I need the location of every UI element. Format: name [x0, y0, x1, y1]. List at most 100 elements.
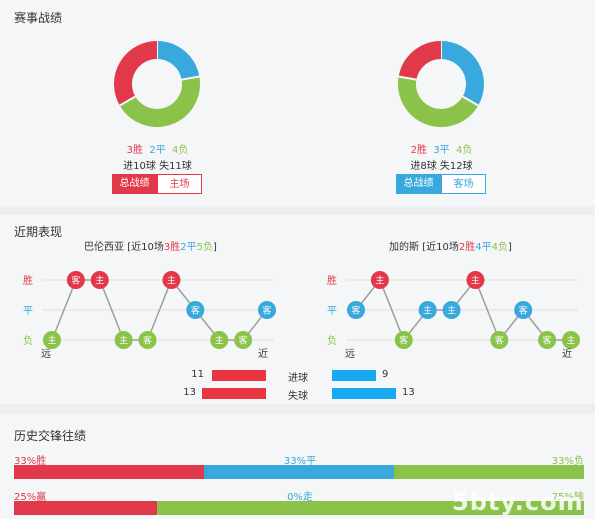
away-recent-losses: 4负: [491, 242, 508, 253]
away-team-name: 加的斯: [389, 242, 419, 253]
home-recent-draws: 2平: [180, 242, 197, 253]
home-form-point: [258, 301, 276, 319]
away-donut-separator: [398, 75, 417, 81]
home-form-venue-label: 主: [167, 275, 176, 287]
away-donut-separator: [462, 95, 479, 107]
away-record-donut: [398, 41, 484, 127]
away-tab-venue[interactable]: 客场: [441, 174, 486, 194]
away-form-venue-label: 客: [543, 335, 552, 347]
home-recent-wins: 3胜: [163, 242, 181, 253]
away-form-point: [347, 301, 365, 319]
h2h-handicap-segment-win: [14, 501, 157, 515]
head-to-head-panel: 历史交锋往绩 33%胜 33%平 33%负 25%赢 0%走 75%输 5bty…: [0, 414, 595, 519]
away-form-point: [442, 301, 461, 319]
away-donut-slice-losses: [398, 76, 479, 127]
away-form-venue-label: 主: [423, 305, 432, 317]
home-form-venue-label: 客: [143, 335, 152, 347]
home-recent-prefix: [近10场: [127, 242, 164, 253]
h2h-result-segment-loss: [394, 465, 584, 479]
away-form-axis-w: 胜: [327, 275, 337, 287]
home-tab-total[interactable]: 总战绩: [112, 174, 157, 194]
home-form-point: [234, 331, 253, 349]
conceded-label: 失球: [288, 391, 308, 402]
home-tab-venue[interactable]: 主场: [157, 174, 202, 194]
away-scored-bar: [332, 370, 377, 381]
home-form-point: [162, 271, 181, 289]
away-form-venue-label: 主: [447, 305, 456, 317]
away-form-point: [418, 301, 437, 319]
h2h-loss-pct: 33%负: [551, 456, 584, 467]
away-form-axis-d: 平: [327, 306, 337, 317]
home-recent-losses: 5负: [196, 242, 213, 253]
away-form-point: [514, 301, 533, 319]
home-draws: 2平: [149, 145, 166, 156]
home-form-venue-label: 主: [215, 335, 224, 347]
away-tab-total[interactable]: 总战绩: [396, 174, 441, 194]
away-form-point: [562, 331, 580, 349]
h2h-handicap-push-pct: 0%走: [287, 492, 313, 503]
home-form-near-label: 近: [258, 347, 268, 360]
recent-form-panel: 近期表现 巴伦西亚 [近10场3胜2平5负] 加的斯 [近10场2胜4平4负] …: [0, 215, 595, 404]
home-form-point: [90, 271, 109, 289]
away-form-venue-label: 客: [399, 335, 408, 347]
h2h-handicap-segment-loss: [156, 501, 584, 515]
home-goals: 进10球 失11球: [123, 161, 192, 172]
away-form-axis-l: 负: [327, 334, 337, 347]
season-record-panel: 赛事战绩 3胜 2平 4负 进10球 失11球 总战绩 主场 2胜 3平 4负 …: [0, 0, 595, 206]
home-recent-header: 巴伦西亚 [近10场3胜2平5负]: [84, 238, 217, 253]
h2h-result-segment-draw: [204, 465, 394, 479]
away-recent-prefix: [近10场: [422, 242, 459, 253]
away-losses: 4负: [456, 145, 473, 156]
h2h-result-segment-win: [14, 465, 204, 479]
home-donut-separator: [119, 95, 136, 107]
h2h-result-bar: [14, 465, 584, 479]
section-title-recent: 近期表现: [14, 225, 63, 239]
h2h-handicap-loss-pct: 75%输: [551, 492, 584, 503]
h2h-handicap-win-pct: 25%赢: [14, 492, 47, 503]
home-form-point: [186, 301, 205, 319]
away-wins: 2胜: [410, 145, 427, 156]
away-form-venue-label: 客: [519, 305, 528, 317]
home-form-venue-label: 客: [191, 305, 200, 317]
home-form-line: [51, 278, 268, 341]
home-record-donut: [114, 41, 200, 127]
away-record-summary: 2胜 3平 4负: [384, 141, 499, 156]
section-title-history: 历史交锋往绩: [14, 429, 87, 443]
home-scored-value: 11: [191, 369, 204, 380]
away-scored-value: 9: [382, 369, 389, 380]
home-form-venue-label: 客: [262, 305, 271, 317]
away-form-point: [370, 271, 389, 289]
home-form-point: [43, 331, 61, 349]
away-form-far-label: 远: [345, 348, 355, 360]
away-form-venue-label: 主: [375, 275, 384, 287]
home-team-name: 巴伦西亚: [84, 242, 124, 253]
away-form-chart: 胜平负客主客主 主主客客客 主远近: [327, 271, 580, 360]
away-form-near-label: 近: [562, 347, 572, 360]
home-conceded-bar: [202, 388, 266, 399]
home-wins: 3胜: [126, 145, 143, 156]
away-draws: 3平: [433, 145, 450, 156]
away-form-point: [394, 331, 413, 349]
home-form-point: [138, 331, 157, 349]
home-donut-separator: [181, 75, 200, 81]
home-form-point: [210, 331, 229, 349]
scored-label: 进球: [288, 373, 308, 384]
away-form-point: [538, 331, 557, 349]
home-losses: 4负: [172, 145, 189, 156]
away-form-venue-label: 主: [471, 275, 480, 287]
section-title-season: 赛事战绩: [14, 11, 63, 25]
away-goals: 进8球 失12球: [410, 161, 473, 172]
home-form-axis-d: 平: [23, 306, 33, 317]
home-form-venue-label: 客: [239, 335, 248, 347]
home-record-summary: 3胜 2平 4负: [100, 141, 215, 156]
home-form-venue-label: 客: [71, 275, 80, 287]
home-form-venue-label: 主: [47, 335, 56, 347]
away-form-point: [466, 271, 485, 289]
home-recent-suffix: ]: [212, 242, 217, 253]
away-conceded-bar: [332, 388, 396, 399]
away-donut-slice-wins: [398, 41, 442, 81]
away-form-point: [490, 331, 509, 349]
h2h-draw-pct: 33%平: [283, 456, 317, 467]
home-form-axis-l: 负: [23, 334, 33, 347]
home-conceded-value: 13: [183, 387, 196, 398]
